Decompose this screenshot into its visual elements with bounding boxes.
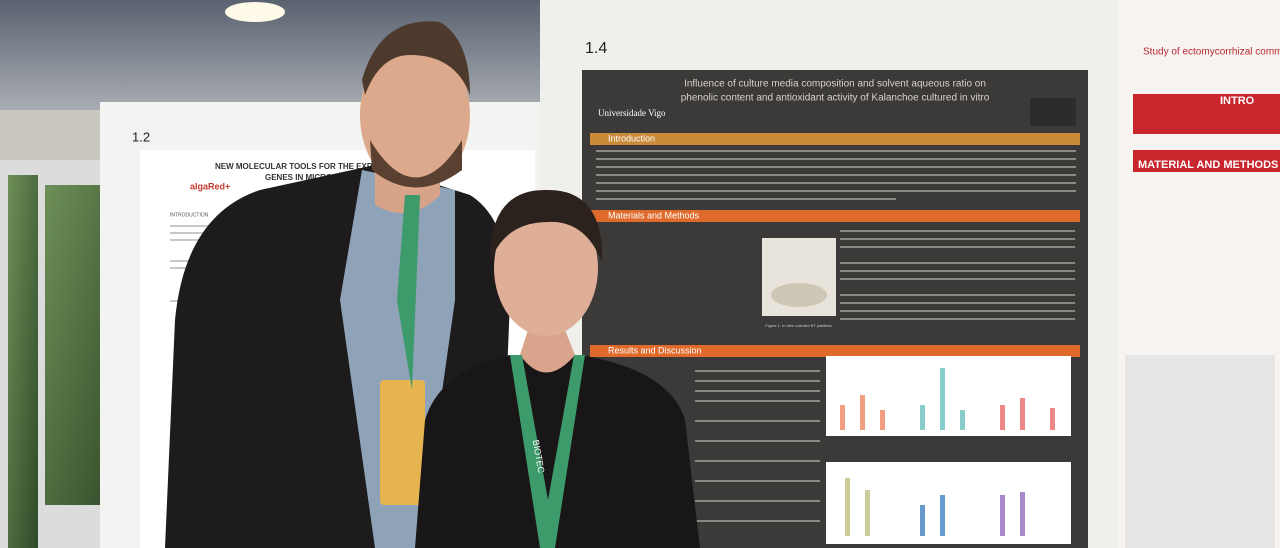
figure-plate [771, 283, 827, 307]
section-title: MATERIAL AND METHODS [1138, 159, 1278, 171]
poster-logo: algaRed+ [190, 181, 230, 191]
poster-title: NEW MOLECULAR TOOLS FOR THE EXPR [215, 162, 378, 171]
poster-title: GENES IN MICROALGA [265, 173, 355, 182]
poster-number: 1.4 [585, 40, 607, 57]
poster-chart [826, 356, 1071, 436]
poster-title: phenolic content and antioxidant activit… [681, 93, 990, 104]
poster-text-lines [596, 150, 1076, 522]
section-bar [590, 133, 1080, 145]
poster-title: Study of ectomycorrhizal communities in [1143, 47, 1280, 58]
section-title: INTRO [1220, 95, 1255, 107]
section-bar [590, 345, 1080, 357]
ceiling-light [225, 2, 285, 22]
poster-number: 1.2 [132, 129, 150, 144]
woman: BIOTEC [415, 189, 700, 548]
section-bar [1133, 94, 1280, 134]
section-title: Results and Discussion [608, 345, 702, 355]
chart-bars [845, 478, 1025, 536]
section-bar [1133, 150, 1280, 172]
section-title: Materials and Methods [608, 210, 700, 220]
poster-section: INTRODUCTION [170, 212, 209, 218]
window [8, 175, 38, 548]
table-image [1125, 355, 1275, 548]
chart-bars [840, 368, 1055, 430]
poster-title: Influence of culture media composition a… [684, 79, 986, 90]
biotec-logo [1030, 98, 1076, 126]
section-title: Introduction [608, 133, 655, 143]
figure-caption: Figure 1. In vitro cultured BT plantlets… [765, 323, 833, 328]
poster-logo: Universidade Vigo [598, 108, 666, 118]
section-bar [590, 210, 1080, 222]
poster-chart [826, 462, 1071, 544]
